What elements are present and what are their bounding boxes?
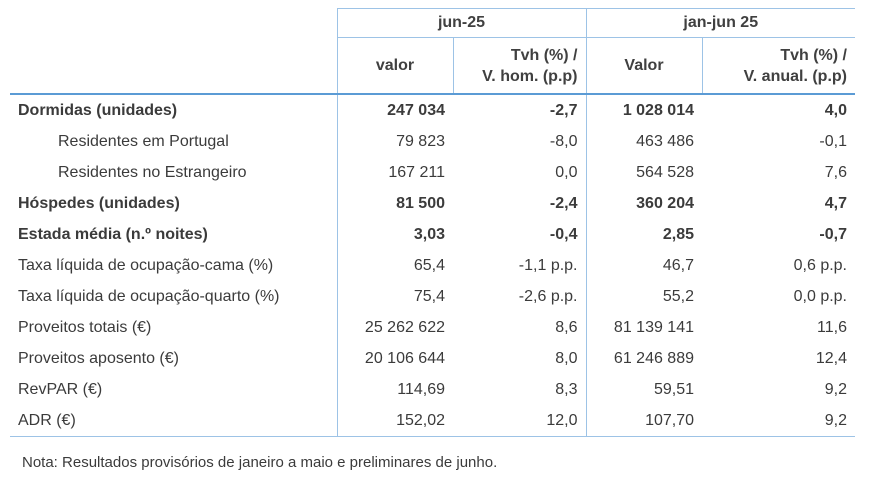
row-label: Residentes no Estrangeiro [58, 163, 247, 181]
table-row: Dormidas (unidades) 247 034 -2,7 1 028 014 4… [10, 94, 855, 126]
cell-value: -0,4 [549, 225, 578, 243]
cell-value: 0,6 p.p. [793, 256, 847, 274]
column-header: Valor [585, 37, 702, 95]
table-row: Proveitos aposento (€) 20 106 644 8,0 61 24… [10, 343, 855, 374]
cell-value: -2,7 [549, 101, 578, 119]
row-label: RevPAR (€) [18, 380, 103, 398]
row-label: Hóspedes (unidades) [18, 194, 180, 212]
row-label: Taxa líquida de ocupação-quarto (%) [18, 287, 280, 305]
row-label: Estada média (n.º noites) [18, 225, 208, 243]
cell-value: 46,7 [585, 250, 702, 281]
cell-value: 59,51 [585, 374, 702, 405]
row-label: Dormidas (unidades) [18, 101, 178, 119]
cell-value: 4,7 [824, 194, 847, 212]
row-label: Taxa líquida de ocupação-cama (%) [18, 256, 274, 274]
cell-value: 247 034 [336, 94, 453, 126]
row-label: Proveitos aposento (€) [18, 349, 179, 367]
cell-value: 7,6 [824, 163, 847, 181]
cell-value: 107,70 [585, 405, 702, 437]
footnote: Nota: Resultados provisórios de janeiro … [22, 454, 498, 471]
table-row: Residentes no Estrangeiro 167 211 0,0 564 5… [10, 157, 855, 188]
cell-value: 2,85 [585, 219, 702, 250]
column-header-line: V. hom. (p.p) [482, 67, 578, 85]
table-row: ADR (€) 152,02 12,0 107,70 9,2 [10, 405, 855, 437]
column-header: Tvh (%) / V. anual. (p.p) [701, 37, 855, 95]
column-header-line: Tvh (%) / [780, 46, 847, 64]
table-row: Residentes em Portugal 79 823 -8,0 463 486 -… [10, 126, 855, 157]
column-header: Tvh (%) / V. hom. (p.p) [452, 37, 586, 95]
cell-value: -8,0 [549, 132, 578, 150]
cell-value: 564 528 [585, 157, 702, 188]
cell-value: 152,02 [336, 405, 453, 437]
cell-value: 12,4 [815, 349, 847, 367]
cell-value: 8,6 [555, 318, 578, 336]
cell-value: 114,69 [336, 374, 453, 405]
cell-value: 55,2 [585, 281, 702, 312]
row-label: ADR (€) [10, 405, 337, 437]
table-row: RevPAR (€) 114,69 8,3 59,51 9,2 [10, 374, 855, 405]
cell-value: -0,1 [819, 132, 847, 150]
cell-value: 8,3 [555, 380, 578, 398]
cell-value: 81 500 [336, 188, 453, 219]
column-header-line: Tvh (%) / [510, 46, 578, 64]
cell-value: -2,4 [549, 194, 578, 212]
row-label: Residentes em Portugal [58, 132, 229, 150]
cell-value: -0,7 [819, 225, 847, 243]
cell-value: 360 204 [585, 188, 702, 219]
group-header: jun-25 [336, 8, 586, 38]
cell-value: 0,0 [555, 163, 578, 181]
column-header-line: Valor [624, 57, 664, 74]
cell-value: 3,03 [336, 219, 453, 250]
cell-value: 463 486 [585, 126, 702, 157]
cell-value: 1 028 014 [585, 94, 702, 126]
cell-value: 79 823 [336, 126, 453, 157]
table-row: Estada média (n.º noites) 3,03 -0,4 2,85 -0,… [10, 219, 855, 250]
cell-value: 9,2 [824, 380, 847, 398]
row-label: Proveitos totais (€) [18, 318, 152, 336]
table-row: Hóspedes (unidades) 81 500 -2,4 360 204 4,7 [10, 188, 855, 219]
cell-value: 25 262 622 [336, 312, 453, 343]
cell-value: 81 139 141 [585, 312, 702, 343]
group-header: jan-jun 25 [585, 8, 855, 38]
cell-value: 75,4 [336, 281, 453, 312]
cell-value: 4,0 [824, 101, 847, 119]
table-row: Taxa líquida de ocupação-cama (%) 65,4 -1,… [10, 250, 855, 281]
column-header-line: valor [375, 57, 415, 74]
cell-value: 0,0 p.p. [793, 287, 847, 305]
column-header-line: V. anual. (p.p) [743, 67, 847, 85]
cell-value: 61 246 889 [585, 343, 702, 374]
group-header-row: jun-25 jan-jun 25 [10, 8, 855, 95]
data-table: jun-25 jan-jun 25 valor Tvh (%) / V. hom. (p… [10, 8, 855, 437]
cell-value: 12,0 [453, 405, 586, 437]
table-row: Taxa líquida de ocupação-quarto (%) 75,4 -… [10, 281, 855, 312]
cell-value: 11,6 [817, 318, 847, 336]
column-header-row: valor Tvh (%) / V. hom. (p.p) Valor Tvh (%) … [10, 37, 855, 95]
cell-value: -1,1 p.p. [518, 256, 578, 274]
cell-value: 8,0 [555, 349, 578, 367]
corner-cell [10, 8, 337, 95]
table-row: Proveitos totais (€) 25 262 622 8,6 81 139 … [10, 312, 855, 343]
cell-value: 9,2 [702, 405, 855, 437]
cell-value: 65,4 [336, 250, 453, 281]
cell-value: -2,6 p.p. [518, 287, 578, 305]
cell-value: 20 106 644 [336, 343, 453, 374]
column-header: valor [336, 37, 453, 95]
cell-value: 167 211 [336, 157, 453, 188]
